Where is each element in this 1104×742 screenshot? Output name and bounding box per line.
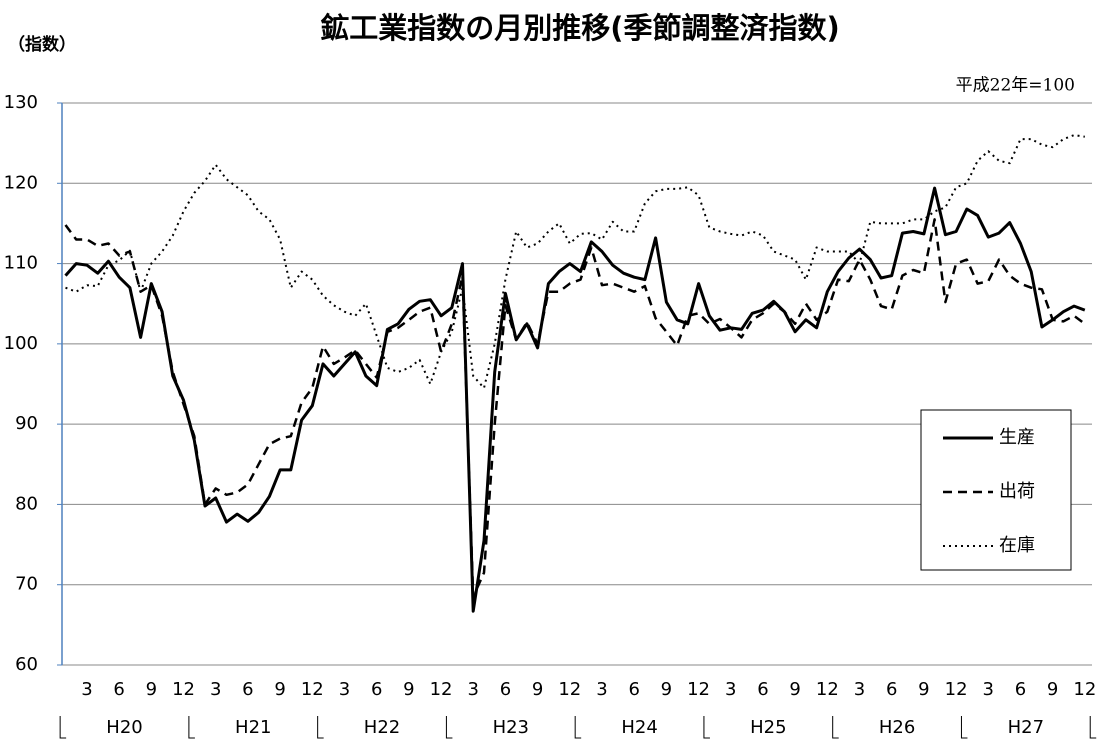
x-tick-label: 12 bbox=[687, 679, 710, 700]
x-tick-label: 3 bbox=[468, 679, 479, 700]
x-tick-label: 3 bbox=[81, 679, 92, 700]
x-tick-label: 6 bbox=[113, 679, 124, 700]
x-tick-label: 12 bbox=[430, 679, 453, 700]
y-tick-label: 70 bbox=[15, 574, 38, 595]
year-divider bbox=[574, 716, 582, 739]
x-tick-label: 12 bbox=[301, 679, 324, 700]
y-tick-label: 90 bbox=[15, 413, 38, 434]
x-tick-label: 3 bbox=[596, 679, 607, 700]
year-divider bbox=[832, 716, 839, 739]
year-label: H24 bbox=[621, 717, 657, 738]
x-tick-label: 6 bbox=[242, 679, 253, 700]
legend-label: 出荷 bbox=[999, 481, 1035, 502]
x-tick-label: 12 bbox=[816, 679, 839, 700]
series-line bbox=[65, 134, 1085, 389]
x-tick-label: 9 bbox=[146, 679, 157, 700]
x-tick-label: 3 bbox=[725, 679, 736, 700]
year-label: H25 bbox=[750, 717, 786, 738]
year-label: H22 bbox=[364, 717, 400, 738]
year-label: H27 bbox=[1008, 717, 1044, 738]
x-tick-label: 6 bbox=[371, 679, 382, 700]
x-tick-label: 12 bbox=[172, 679, 195, 700]
x-tick-label: 3 bbox=[854, 679, 865, 700]
legend-box bbox=[920, 409, 1072, 571]
year-divider bbox=[59, 716, 67, 739]
x-tick-label: 6 bbox=[500, 679, 511, 700]
year-divider bbox=[703, 716, 710, 739]
y-tick-label: 60 bbox=[15, 654, 38, 675]
year-divider bbox=[960, 716, 968, 739]
year-label: H21 bbox=[235, 717, 271, 738]
legend-label: 生産 bbox=[999, 427, 1035, 448]
x-tick-label: 9 bbox=[532, 679, 543, 700]
x-tick-label: 9 bbox=[918, 679, 929, 700]
x-tick-label: 9 bbox=[274, 679, 285, 700]
x-tick-label: 6 bbox=[628, 679, 639, 700]
legend-label: 在庫 bbox=[999, 535, 1035, 556]
x-tick-label: 12 bbox=[1073, 679, 1096, 700]
year-divider bbox=[1089, 716, 1097, 739]
chart-title: 鉱工業指数の月別推移(季節調整済指数) bbox=[320, 11, 840, 45]
x-tick-label: 9 bbox=[789, 679, 800, 700]
y-tick-label: 120 bbox=[4, 172, 38, 193]
year-label: H26 bbox=[879, 717, 915, 738]
year-label: H20 bbox=[106, 717, 142, 738]
series-line bbox=[64, 186, 1086, 613]
x-tick-label: 12 bbox=[945, 679, 968, 700]
x-tick-label: 3 bbox=[983, 679, 994, 700]
x-tick-label: 3 bbox=[210, 679, 221, 700]
x-tick-label: 9 bbox=[403, 679, 414, 700]
y-tick-label: 110 bbox=[4, 253, 38, 274]
x-tick-label: 6 bbox=[1015, 679, 1026, 700]
y-tick-label: 130 bbox=[4, 92, 38, 113]
y-tick-label: 80 bbox=[15, 493, 38, 514]
note: 平成22年=100 bbox=[956, 76, 1075, 96]
y-tick-label: 100 bbox=[4, 333, 38, 354]
year-divider bbox=[317, 716, 324, 739]
year-divider bbox=[445, 716, 453, 739]
x-tick-label: 6 bbox=[886, 679, 897, 700]
x-tick-label: 9 bbox=[661, 679, 672, 700]
x-tick-label: 9 bbox=[1047, 679, 1058, 700]
x-tick-label: 6 bbox=[757, 679, 768, 700]
y-axis-label: （指数） bbox=[8, 34, 76, 55]
x-tick-label: 12 bbox=[558, 679, 581, 700]
series-line bbox=[64, 218, 1086, 599]
x-tick-label: 3 bbox=[339, 679, 350, 700]
year-divider bbox=[188, 716, 195, 739]
year-label: H23 bbox=[493, 717, 529, 738]
